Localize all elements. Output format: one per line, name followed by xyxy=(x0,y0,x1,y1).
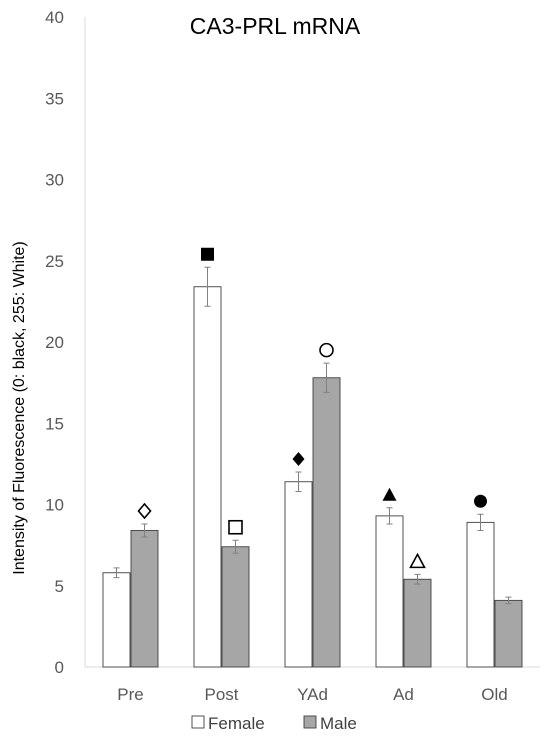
diamond-marker xyxy=(137,502,152,520)
legend-swatch xyxy=(303,715,317,729)
y-tick-label: 0 xyxy=(55,658,64,677)
bar xyxy=(221,546,250,668)
bar xyxy=(403,578,432,668)
bar xyxy=(375,515,404,668)
y-tick-label: 40 xyxy=(45,8,64,27)
axes: 0 5 10 15 20 25 30 35 40 Pre Post YAd Ad Old xyxy=(45,8,540,704)
bar xyxy=(312,377,341,668)
y-tick-label: 30 xyxy=(45,171,64,190)
legend-swatch xyxy=(191,715,205,729)
legend: Female Male xyxy=(191,714,357,733)
x-tick-label: Old xyxy=(481,685,507,704)
triangle-marker xyxy=(409,552,426,569)
legend-label: Female xyxy=(208,714,265,733)
square-marker xyxy=(201,247,214,261)
triangle-marker xyxy=(382,487,397,501)
y-tick-label: 5 xyxy=(55,577,64,596)
diamond-marker xyxy=(292,452,305,466)
y-tick-label: 25 xyxy=(45,252,64,271)
bar xyxy=(130,530,159,668)
y-axis-label: Intensity of Fluorescence (0: black, 255… xyxy=(11,241,28,574)
x-tick-label: Ad xyxy=(393,685,414,704)
bar xyxy=(193,286,222,668)
circle-marker xyxy=(474,494,487,508)
x-tick-label: YAd xyxy=(297,685,328,704)
bar xyxy=(284,481,313,668)
square-marker xyxy=(228,519,243,535)
y-tick-label: 10 xyxy=(45,496,64,515)
x-tick-label: Post xyxy=(204,685,238,704)
bar xyxy=(102,572,131,668)
y-tick-label: 35 xyxy=(45,89,64,108)
y-tick-label: 15 xyxy=(45,414,64,433)
x-tick-label: Pre xyxy=(117,685,143,704)
legend-label: Male xyxy=(320,714,357,733)
bar xyxy=(494,599,523,668)
bar xyxy=(466,521,495,668)
y-tick-label: 20 xyxy=(45,333,64,352)
chart-title: CA3-PRL mRNA xyxy=(190,13,361,39)
bars xyxy=(102,247,523,668)
circle-marker xyxy=(319,342,334,358)
